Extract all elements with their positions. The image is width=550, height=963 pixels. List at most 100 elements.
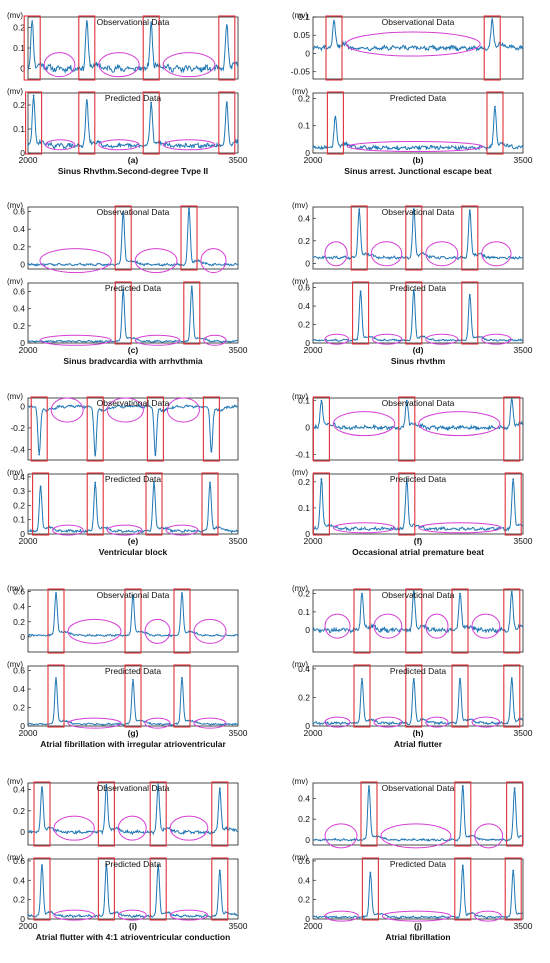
predicted-spike-highlight [504,472,522,536]
predicted-segment-ellipse [324,716,351,728]
observational-spike-highlight [405,588,423,654]
observational-spike-highlight [353,588,371,654]
predicted-segment-ellipse [67,717,122,729]
observational-segment-ellipse [481,241,512,267]
caption-letter: (b) [413,155,424,165]
predicted-spike-highlight [326,91,344,155]
xtick-label-end: 3500 [229,921,248,931]
observational-peak-point [38,453,41,456]
predicted-signal-line [27,95,239,150]
observational-peak-point [358,208,361,211]
observational-panel: 0.4 0.2 0 Observational Data (mv) [292,201,524,271]
observational-peak-point [122,210,125,213]
observational-ytick-label: 0 [305,625,310,635]
predicted-signal-line [312,677,524,726]
observational-axes-frame [27,206,239,270]
predicted-ytick-label: 0.1 [298,121,310,131]
predicted-ytick-label: 0 [305,148,310,158]
predicted-ytick-label: 0 [20,338,25,348]
observational-segment-ellipse [50,397,84,423]
observational-axes-frame [27,589,239,653]
observational-spike-highlight [180,205,198,271]
caption-letter: (e) [128,536,139,546]
observational-peak-point [105,784,108,787]
predicted-spike-highlight [86,472,104,536]
predicted-ytick-label: 0 [20,148,25,158]
observational-segment-ellipse [166,397,200,423]
predicted-peak-point [150,101,153,104]
caption-text: Atrial fibrillation [385,932,450,942]
predicted-signal-line [312,864,524,919]
observational-spike-highlight [325,15,343,81]
caption-text: Atrial flutter [394,739,443,749]
predicted-panel: 0.2 0.1 0 Predicted Data (mv) [292,87,524,158]
predicted-segment-ellipse [381,910,452,922]
observational-ytick-label: 0 [305,48,310,58]
observational-title: Observational Data [382,17,455,27]
predicted-title: Predicted Data [105,859,161,869]
observational-panel: 0.4 0.2 0 Observational Data (mv) [7,777,239,847]
predicted-signal-line [312,289,524,343]
observational-ytick-label: 0.6 [13,206,25,216]
predicted-signal-line [27,286,239,344]
observational-axes-frame [312,589,524,653]
observational-ytick-label: 0.1 [298,607,310,617]
predicted-title: Predicted Data [390,93,446,103]
predicted-axes-frame [27,473,239,535]
predicted-peak-point [157,864,160,867]
predicted-segment-ellipse [324,910,359,922]
predicted-ytick-label: 0.4 [13,472,25,482]
caption-letter: (h) [413,728,424,738]
caption-text: Sinus bradvcardia with arrhvthmia [63,356,203,366]
observational-axes-frame [312,16,524,80]
observational-peak-point [412,590,415,593]
predicted-axes-frame [312,282,524,344]
xtick-label-start: 2000 [19,536,38,546]
observational-ytick-label: 0.1 [298,12,310,22]
predicted-ytick-label: 0.2 [298,320,310,330]
predicted-panel: 0.2 0.1 0 Predicted Data (mv) [292,468,524,539]
observational-spike-highlight [218,15,236,81]
observational-spike-highlight [461,205,479,271]
observational-ytick-label: 0.05 [293,30,310,40]
predicted-unit-label: (mv) [292,277,308,286]
observational-spike-highlight [78,15,96,81]
predicted-segment-ellipse [39,334,112,346]
predicted-unit-label: (mv) [7,468,23,477]
observational-peak-point [94,453,97,456]
observational-ytick-label: 0.4 [13,784,25,794]
predicted-peak-point [105,863,108,866]
observational-segment-ellipse [162,52,216,78]
observational-signal-line [313,784,524,843]
predicted-unit-label: (mv) [7,660,23,669]
predicted-panel: 0.6 0.4 0.2 0 Predicted Data (mv) [7,660,239,731]
observational-spike-highlight [86,396,104,462]
predicted-segment-ellipse [346,141,484,153]
observational-ytick-label: 0.2 [13,617,25,627]
observational-ytick-label: 0.2 [298,589,310,599]
predicted-spike-highlight [486,91,504,155]
predicted-unit-label: (mv) [292,87,308,96]
predicted-segment-ellipse [106,524,143,536]
observational-segment-ellipse [324,241,348,267]
predicted-ytick-label: 0.6 [13,856,25,866]
predicted-spike-highlight [97,857,115,921]
predicted-ytick-label: 0.2 [298,477,310,487]
caption-text: Atrial fibrillation with irregular atrio… [40,739,226,749]
xtick-label-start: 2000 [304,921,323,931]
predicted-ytick-label: 0 [305,529,310,539]
observational-peak-point [510,590,513,593]
predicted-title: Predicted Data [390,283,446,293]
observational-peak-point [31,20,34,23]
predicted-segment-ellipse [144,717,171,729]
predicted-peak-point [320,478,323,481]
observational-signal-line [27,20,239,75]
predicted-segment-ellipse [471,716,501,728]
observational-spike-highlight [360,781,378,847]
predicted-signal-line [27,863,239,919]
observational-panel: 0.1 0 -0.1 Observational Data (mv) [292,392,524,462]
predicted-spike-highlight [32,472,50,536]
